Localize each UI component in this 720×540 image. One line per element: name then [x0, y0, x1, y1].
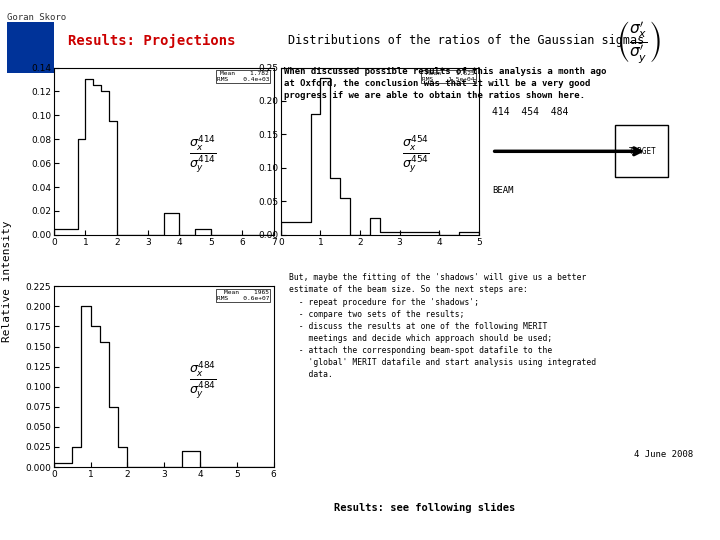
Text: But, maybe the fitting of the 'shadows' will give us a better
estimate of the be: But, maybe the fitting of the 'shadows' … [289, 273, 596, 380]
Text: Distributions of the ratios of the Gaussian sigmas: Distributions of the ratios of the Gauss… [288, 34, 644, 47]
Text: $\frac{\sigma_x^{414}}{\sigma_y^{414}}$: $\frac{\sigma_x^{414}}{\sigma_y^{414}}$ [189, 133, 217, 176]
Text: Mean    1.782
RMS    0.4e+03: Mean 1.782 RMS 0.4e+03 [217, 71, 269, 82]
Text: Mean    1965
RMS    0.6e+07: Mean 1965 RMS 0.6e+07 [217, 290, 269, 301]
Text: Goran Skoro: Goran Skoro [7, 14, 66, 23]
Text: Results: Projections: Results: Projections [68, 33, 236, 48]
Text: $\frac{\sigma_x^{484}}{\sigma_y^{484}}$: $\frac{\sigma_x^{484}}{\sigma_y^{484}}$ [189, 359, 217, 402]
Text: BEAM: BEAM [492, 186, 513, 195]
Text: $\frac{\sigma_x^{454}}{\sigma_y^{454}}$: $\frac{\sigma_x^{454}}{\sigma_y^{454}}$ [402, 133, 429, 176]
Text: When discussed possible results of this analysis a month ago
at Oxford, the conc: When discussed possible results of this … [284, 68, 607, 100]
Text: 414  454  484: 414 454 484 [492, 107, 568, 117]
Text: Relative intensity: Relative intensity [2, 220, 12, 342]
Text: TARGET: TARGET [629, 147, 657, 156]
FancyBboxPatch shape [616, 125, 667, 177]
Text: Results: see following slides: Results: see following slides [334, 503, 516, 512]
Text: $\left(\frac{\sigma_x^{\prime}}{\sigma_y^{\prime}}\right)$: $\left(\frac{\sigma_x^{\prime}}{\sigma_y… [616, 20, 661, 66]
Text: 4 June 2008: 4 June 2008 [634, 450, 693, 459]
Text: Mean    1.525
RMS    1.5e+04: Mean 1.525 RMS 1.5e+04 [423, 71, 475, 82]
